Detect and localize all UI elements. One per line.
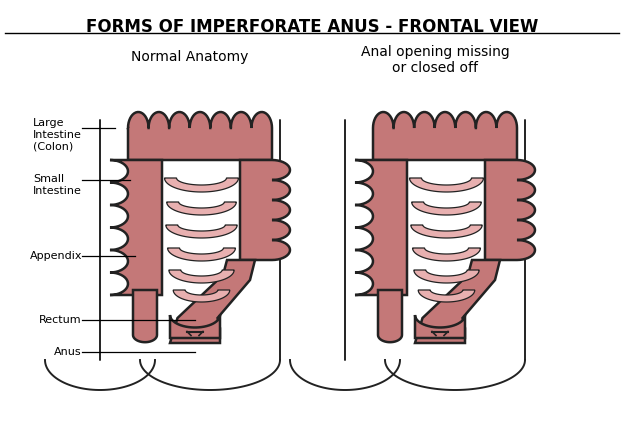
Polygon shape [173, 290, 230, 302]
Polygon shape [409, 178, 484, 192]
Polygon shape [378, 290, 402, 342]
Polygon shape [373, 112, 517, 160]
Polygon shape [128, 112, 272, 160]
Polygon shape [165, 178, 238, 192]
Polygon shape [166, 225, 237, 238]
Polygon shape [415, 315, 465, 338]
Text: Appendix: Appendix [29, 251, 82, 261]
Text: Normal Anatomy: Normal Anatomy [131, 50, 249, 64]
Polygon shape [240, 160, 290, 260]
Text: FORMS OF IMPERFORATE ANUS - FRONTAL VIEW: FORMS OF IMPERFORATE ANUS - FRONTAL VIEW [86, 18, 538, 36]
Polygon shape [133, 290, 157, 342]
Polygon shape [169, 270, 234, 283]
Text: Anal opening missing
or closed off: Anal opening missing or closed off [361, 45, 509, 75]
Polygon shape [170, 260, 255, 343]
Polygon shape [414, 270, 479, 283]
Polygon shape [355, 160, 407, 295]
Polygon shape [412, 202, 481, 215]
Polygon shape [415, 260, 500, 343]
Polygon shape [170, 315, 220, 338]
Polygon shape [411, 225, 482, 238]
Text: Rectum: Rectum [39, 315, 82, 325]
Polygon shape [168, 248, 235, 261]
Text: Large
Intestine
(Colon): Large Intestine (Colon) [33, 118, 82, 152]
Text: Small
Intestine: Small Intestine [33, 174, 82, 196]
Polygon shape [167, 202, 236, 215]
Polygon shape [418, 290, 475, 302]
Polygon shape [412, 248, 480, 261]
Text: Anus: Anus [54, 347, 82, 357]
Polygon shape [485, 160, 535, 260]
Polygon shape [110, 160, 162, 295]
